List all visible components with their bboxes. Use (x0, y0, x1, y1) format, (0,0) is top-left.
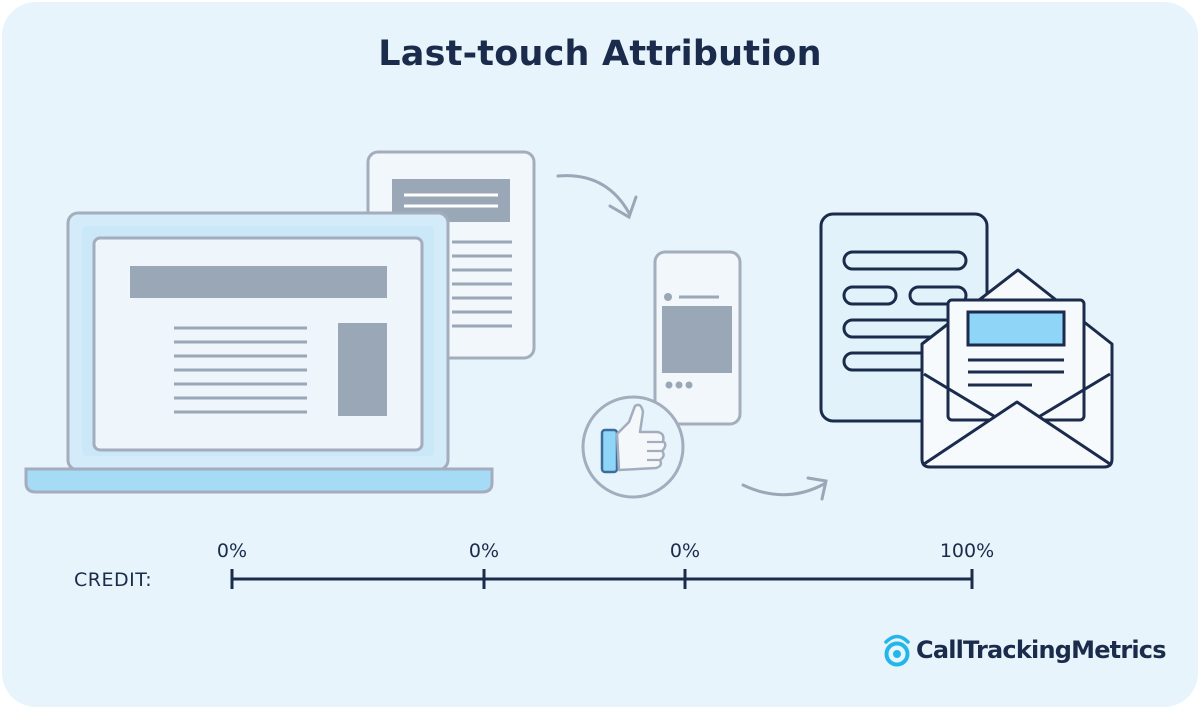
brand-name: CallTrackingMetrics (916, 636, 1167, 664)
brand-logo: CallTrackingMetrics (884, 633, 1167, 667)
credit-value-email: 100% (939, 540, 995, 562)
mobile-phone-icon (653, 250, 742, 426)
credit-timeline (230, 569, 974, 589)
arrow-icon (556, 174, 638, 220)
page-title: Last-touch Attribution (378, 34, 822, 74)
arrow-icon (741, 476, 828, 501)
email-envelope-icon (920, 268, 1114, 469)
laptop-icon (24, 211, 494, 494)
thumbs-up-icon (581, 395, 685, 499)
credit-value-laptop: 0% (216, 540, 248, 562)
phone-ring-logo-icon (884, 634, 910, 667)
credit-label: CREDIT: (74, 569, 153, 591)
credit-value-social: 0% (669, 540, 701, 562)
credit-value-mobile: 0% (468, 540, 500, 562)
